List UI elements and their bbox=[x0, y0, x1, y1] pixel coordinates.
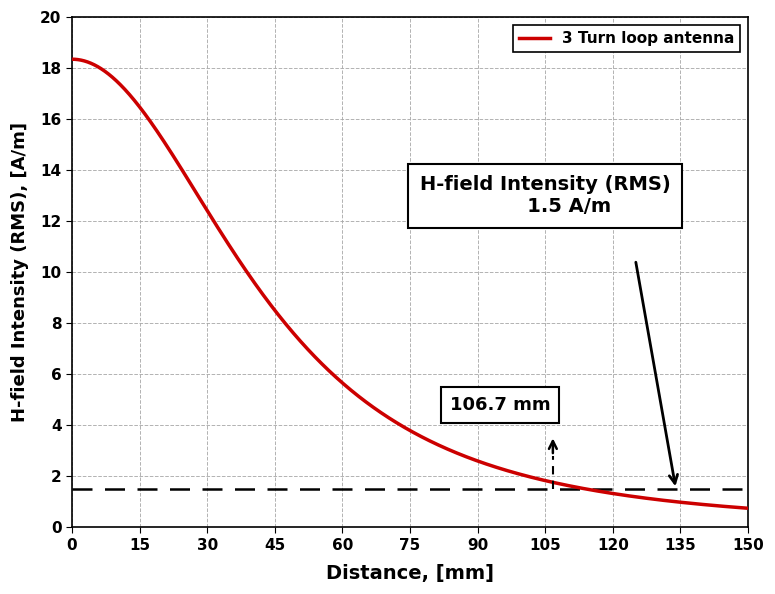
Text: 106.7 mm: 106.7 mm bbox=[449, 396, 550, 414]
Y-axis label: H-field Intensity (RMS), [A/m]: H-field Intensity (RMS), [A/m] bbox=[11, 122, 29, 422]
Legend: 3 Turn loop antenna: 3 Turn loop antenna bbox=[513, 25, 740, 52]
X-axis label: Distance, [mm]: Distance, [mm] bbox=[326, 564, 494, 583]
Text: H-field Intensity (RMS)
       1.5 A/m: H-field Intensity (RMS) 1.5 A/m bbox=[420, 175, 670, 216]
